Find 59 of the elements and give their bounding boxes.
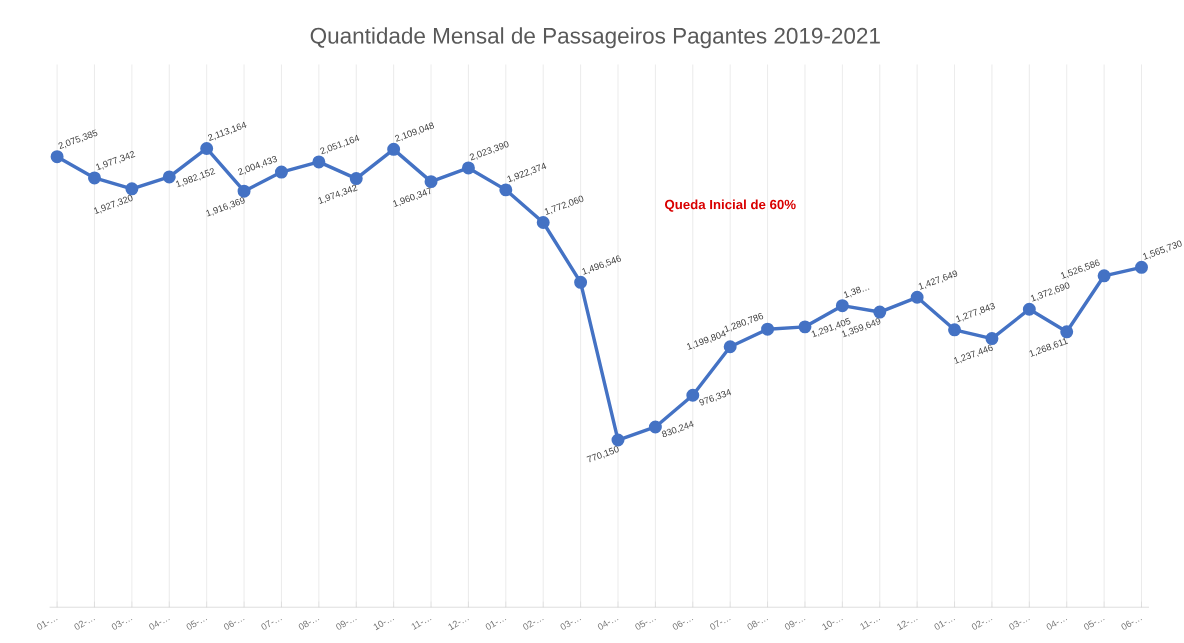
- x-tick-label: 09-…: [336, 619, 357, 630]
- x-tick-label: 01-…: [485, 619, 507, 630]
- x-tick-label: 03-…: [560, 619, 582, 630]
- x-tick-label: 09-…: [784, 619, 806, 630]
- point: [648, 420, 662, 434]
- x-tick-label: 06-…: [223, 619, 245, 630]
- point: [387, 142, 401, 156]
- x-tick-label: 05-…: [186, 619, 208, 630]
- point: [985, 332, 999, 346]
- x-tick-label: 04-…: [149, 619, 170, 630]
- point: [88, 171, 101, 185]
- point: [162, 170, 176, 184]
- x-tick-label: 01-…: [934, 619, 955, 630]
- annotation: Queda Inicial de 60%: [664, 199, 796, 212]
- x-tick-label: 04-…: [597, 619, 619, 630]
- x-tick-label: 03-…: [1009, 619, 1030, 630]
- chart-title: Quantidade Mensal de Passageiros Pagantes 2019-2021: [310, 27, 880, 49]
- point: [910, 290, 924, 304]
- x-tick-label: 05-…: [635, 619, 656, 630]
- point: [1022, 302, 1036, 316]
- x-tick-label: 02-…: [74, 619, 95, 630]
- point: [424, 175, 438, 189]
- x-tick-label: 03-…: [111, 619, 133, 630]
- point: [349, 172, 363, 186]
- x-tick-label: 11-…: [411, 618, 432, 630]
- x-tick-label: 01-…: [36, 619, 58, 630]
- point: [200, 142, 214, 155]
- x-tick-label: 06-…: [672, 619, 694, 630]
- point: [574, 275, 588, 289]
- x-tick-label: 08-…: [747, 619, 768, 630]
- x-tick-label: 02-…: [523, 619, 544, 630]
- x-tick-label: 08-…: [298, 619, 320, 630]
- x-tick-label: 11-…: [860, 618, 881, 630]
- point: [686, 388, 700, 402]
- point: [1135, 260, 1148, 274]
- x-tick-label: 10-…: [822, 619, 843, 631]
- point: [948, 323, 962, 337]
- x-tick-label: 05-…: [1083, 619, 1105, 630]
- point: [125, 182, 139, 196]
- x-tick-label: 12-…: [448, 619, 469, 631]
- point: [835, 299, 849, 313]
- point: [536, 216, 550, 230]
- point: [50, 150, 64, 164]
- point: [611, 433, 625, 447]
- point: [798, 320, 812, 334]
- point: [312, 155, 326, 169]
- point: [499, 183, 513, 197]
- point: [1060, 325, 1074, 339]
- x-tick-label: 12-…: [897, 619, 918, 631]
- x-tick-label: 04-…: [1046, 619, 1068, 630]
- x-tick-label: 07-…: [710, 619, 731, 630]
- point: [237, 184, 251, 198]
- data-label: 1,38…: [843, 286, 870, 299]
- x-tick-label: 02-…: [971, 619, 993, 630]
- x-tick-label: 10-…: [373, 619, 395, 631]
- point: [873, 305, 887, 319]
- point: [461, 161, 475, 175]
- x-tick-label: 07-…: [261, 619, 282, 630]
- x-tick-label: 06-…: [1121, 619, 1142, 630]
